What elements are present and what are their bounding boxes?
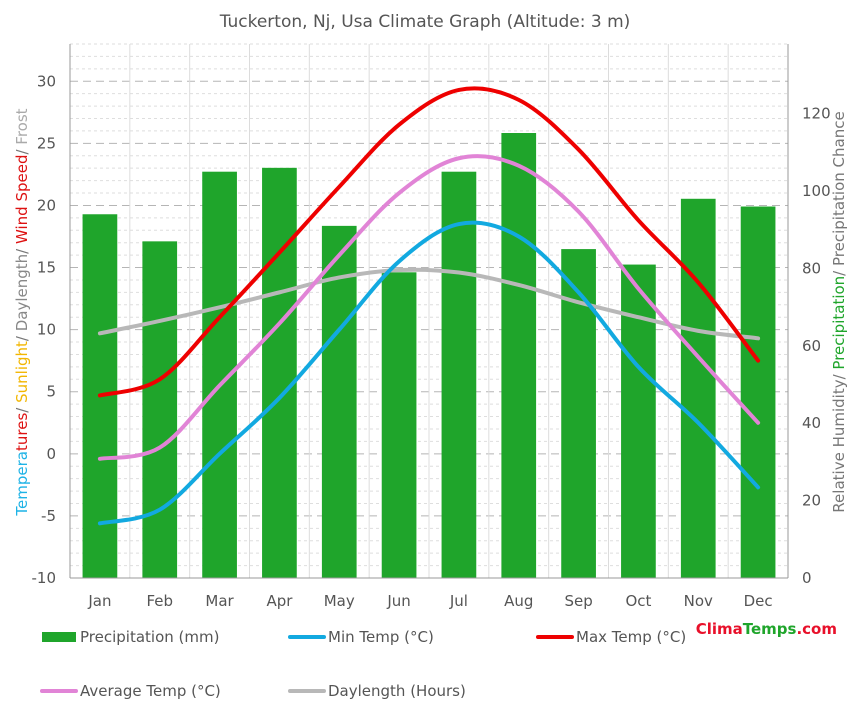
x-tick-label: Nov (684, 592, 713, 610)
axis-title-segment: / (13, 244, 31, 254)
right-tick-label: 120 (802, 105, 831, 123)
min-temp-c-line (97, 220, 761, 526)
axis-title-segment: / Precipitation Chance (830, 111, 848, 276)
precipitation-bar (262, 167, 297, 578)
axis-title-segment: Precipitation (830, 276, 848, 370)
left-tick-label: 0 (46, 445, 56, 463)
legend-item: Min Temp (°C) (288, 628, 434, 646)
legend-label: Daylength (Hours) (328, 682, 466, 700)
x-tick-label: Jan (87, 592, 111, 610)
axis-title-segment: tures (13, 413, 31, 451)
temperature-lines (97, 86, 761, 526)
left-tick-label: -5 (41, 507, 56, 525)
legend-item: Max Temp (°C) (536, 628, 686, 646)
x-tick-label: Apr (266, 592, 293, 610)
x-tick-label: Jul (449, 592, 468, 610)
x-tick-label: Jun (386, 592, 410, 610)
daylength-hours-line (97, 267, 761, 341)
precipitation-bar (501, 133, 537, 578)
legend-label: Precipitation (mm) (80, 628, 219, 646)
average-temp-c-line (97, 154, 761, 461)
left-tick-label: -10 (32, 569, 57, 587)
x-tick-label: May (324, 592, 355, 610)
axis-title-segment: Wind Speed (13, 155, 31, 245)
axis-title-segment: / (13, 403, 31, 413)
left-tick-label: 10 (37, 321, 56, 339)
left-axis-title: Temperatures/ Sunlight/ Daylength/ Wind … (13, 108, 31, 516)
x-tick-label: Sep (564, 592, 592, 610)
left-tick-label: 25 (37, 134, 56, 152)
x-tick-label: Mar (205, 592, 234, 610)
right-tick-label: 100 (802, 182, 831, 200)
left-tick-label: 20 (37, 196, 56, 214)
right-tick-label: 40 (802, 414, 821, 432)
precipitation-bar (142, 241, 178, 578)
precipitation-bar (621, 264, 656, 578)
axes: -10 -5 0 5 10 15 20 25 30 0 20 40 60 80 100 120 Jan Feb Ma… (32, 44, 831, 610)
left-tick-label: 30 (37, 72, 56, 90)
axis-title-segment: Sunlight (13, 341, 31, 403)
precipitation-bar (441, 171, 477, 578)
chart-title: Tuckerton, Nj, Usa Climate Graph (Altitu… (219, 12, 631, 32)
axis-title-segment: Tempera (13, 451, 31, 517)
legend: Precipitation (mm) Min Temp (°C) Max Temp … (40, 628, 686, 700)
legend-label: Average Temp (°C) (80, 682, 221, 700)
right-tick-label: 60 (802, 337, 821, 355)
left-tick-label: 15 (37, 259, 56, 277)
precipitation-bar (321, 225, 357, 578)
precipitation-bar (680, 198, 716, 579)
axis-title-segment: / (830, 370, 848, 380)
axis-title-segment: Daylength (13, 254, 31, 331)
right-tick-label: 20 (802, 492, 821, 510)
precipitation-bar (740, 206, 776, 579)
left-tick-label: 5 (46, 383, 56, 401)
right-tick-label: 0 (802, 569, 812, 587)
axis-title-segment: / (13, 145, 31, 155)
max-temp-c-line (97, 86, 761, 398)
legend-label: Max Temp (°C) (576, 628, 686, 646)
precipitation-bar (381, 272, 417, 578)
legend-item: Precipitation (mm) (42, 628, 219, 646)
right-tick-label: 80 (802, 259, 821, 277)
brand-logo: ClimaTemps.com (696, 620, 837, 638)
axis-title-segment: Relative Humidity (830, 379, 848, 512)
legend-item: Daylength (Hours) (288, 682, 466, 700)
x-tick-label: Dec (744, 592, 773, 610)
legend-item: Average Temp (°C) (40, 682, 221, 700)
x-tick-label: Oct (625, 592, 651, 610)
right-axis-title: Relative Humidity/ Precipitation/ Precip… (830, 111, 848, 512)
legend-swatch (42, 632, 76, 642)
axis-title-segment: Frost (13, 108, 31, 144)
x-tick-label: Aug (504, 592, 533, 610)
axis-title-segment: / (13, 331, 31, 341)
legend-label: Min Temp (°C) (328, 628, 434, 646)
x-tick-label: Feb (146, 592, 173, 610)
